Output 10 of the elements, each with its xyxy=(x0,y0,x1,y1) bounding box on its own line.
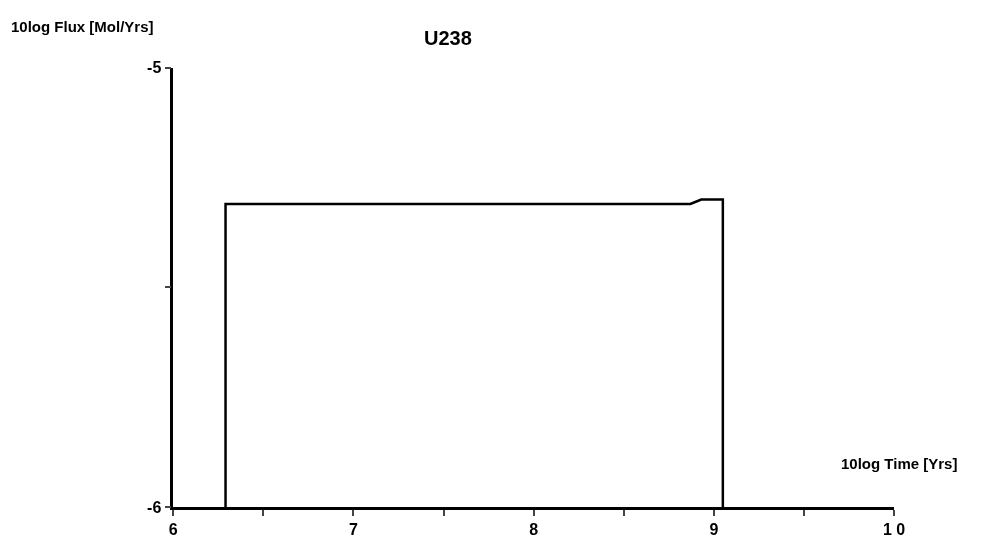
x-tick-label: 8 xyxy=(529,520,539,538)
x-tick-label: 6 xyxy=(168,520,178,538)
y-tick-label: -5 xyxy=(147,59,162,77)
x-axis-title: 10log Time [Yrs] xyxy=(841,455,958,472)
y-axis-title: 10log Flux [Mol/Yrs] xyxy=(11,18,154,35)
chart-title: U238 xyxy=(424,27,472,49)
x-tick-label: 1 0 xyxy=(882,520,906,538)
x-tick-label: 9 xyxy=(709,520,719,538)
y-tick-label: -6 xyxy=(147,498,162,516)
x-tick-label: 7 xyxy=(349,520,359,538)
